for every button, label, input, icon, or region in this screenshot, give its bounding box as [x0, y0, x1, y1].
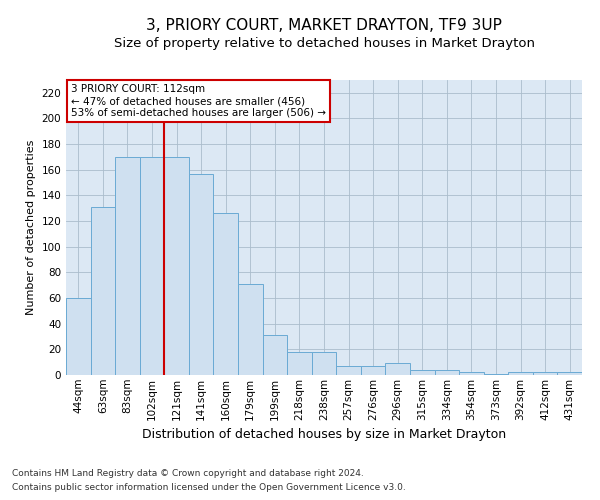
X-axis label: Distribution of detached houses by size in Market Drayton: Distribution of detached houses by size …	[142, 428, 506, 441]
Bar	[189, 174, 214, 375]
Bar	[385, 364, 410, 375]
Bar	[287, 352, 312, 375]
Text: 3, PRIORY COURT, MARKET DRAYTON, TF9 3UP: 3, PRIORY COURT, MARKET DRAYTON, TF9 3UP	[146, 18, 502, 32]
Bar	[533, 372, 557, 375]
Bar	[115, 157, 140, 375]
Bar	[66, 298, 91, 375]
Bar	[312, 352, 336, 375]
Bar	[410, 370, 434, 375]
Text: Size of property relative to detached houses in Market Drayton: Size of property relative to detached ho…	[113, 38, 535, 51]
Bar	[484, 374, 508, 375]
Bar	[91, 207, 115, 375]
Text: 3 PRIORY COURT: 112sqm
← 47% of detached houses are smaller (456)
53% of semi-de: 3 PRIORY COURT: 112sqm ← 47% of detached…	[71, 84, 326, 117]
Bar	[140, 157, 164, 375]
Bar	[434, 370, 459, 375]
Bar	[214, 214, 238, 375]
Y-axis label: Number of detached properties: Number of detached properties	[26, 140, 36, 315]
Text: Contains HM Land Registry data © Crown copyright and database right 2024.: Contains HM Land Registry data © Crown c…	[12, 468, 364, 477]
Bar	[459, 372, 484, 375]
Bar	[557, 372, 582, 375]
Bar	[164, 157, 189, 375]
Bar	[263, 335, 287, 375]
Bar	[508, 372, 533, 375]
Bar	[361, 366, 385, 375]
Bar	[336, 366, 361, 375]
Bar	[238, 284, 263, 375]
Text: Contains public sector information licensed under the Open Government Licence v3: Contains public sector information licen…	[12, 484, 406, 492]
